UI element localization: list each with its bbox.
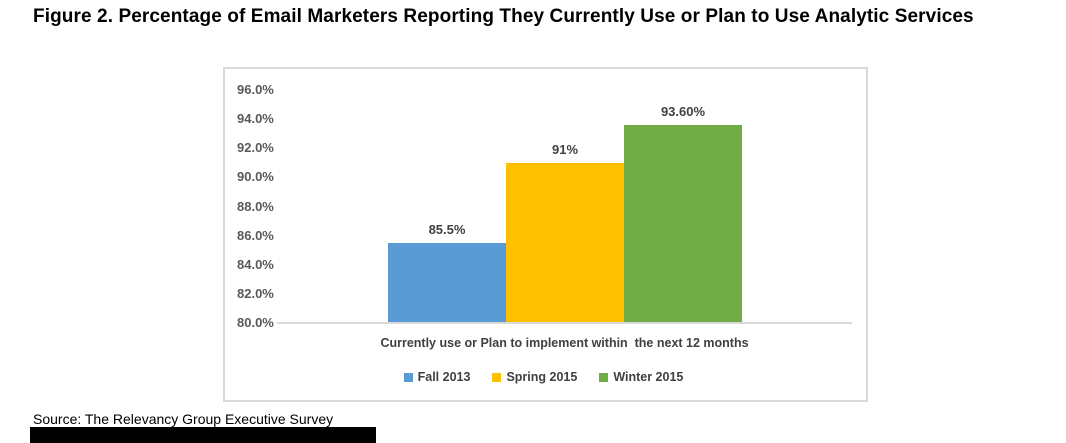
redaction-bar xyxy=(30,427,376,443)
y-tick-label: 86.0% xyxy=(237,227,274,243)
y-tick-label: 84.0% xyxy=(237,256,274,272)
y-tick-label: 88.0% xyxy=(237,198,274,214)
y-tick-label: 90.0% xyxy=(237,169,274,185)
legend-item-spring-2015: Spring 2015 xyxy=(492,370,577,384)
figure-title: Figure 2. Percentage of Email Marketers … xyxy=(33,6,974,27)
y-tick-label: 82.0% xyxy=(237,285,274,301)
data-label: 85.5% xyxy=(428,221,466,237)
y-tick-label: 92.0% xyxy=(237,140,274,156)
source-text: Source: The Relevancy Group Executive Su… xyxy=(33,411,334,427)
legend: Fall 2013 Spring 2015 Winter 2015 xyxy=(225,370,862,384)
legend-label: Fall 2013 xyxy=(417,370,471,384)
legend-swatch-icon xyxy=(599,372,609,382)
plot-area: 96.0% 94.0% 92.0% 90.0% 88.0% 86.0% 84.0% 82.0%… xyxy=(225,69,866,400)
x-axis-label: Currently use or Plan to implement withi… xyxy=(380,336,749,350)
legend-item-winter-2015: Winter 2015 xyxy=(599,370,683,384)
data-label: 91% xyxy=(551,141,579,157)
bar-fall-2013 xyxy=(388,242,506,323)
legend-label: Winter 2015 xyxy=(613,370,684,384)
legend-swatch-icon xyxy=(492,372,502,382)
chart-container: 96.0% 94.0% 92.0% 90.0% 88.0% 86.0% 84.0% 82.0%… xyxy=(223,67,868,402)
y-tick-label: 94.0% xyxy=(237,111,274,127)
legend-label: Spring 2015 xyxy=(506,370,578,384)
bar-spring-2015 xyxy=(506,162,624,323)
legend-swatch-icon xyxy=(403,372,413,382)
legend-item-fall-2013: Fall 2013 xyxy=(403,370,471,384)
data-label: 93.60% xyxy=(660,103,706,119)
y-tick-label: 96.0% xyxy=(237,82,274,97)
bar-winter-2015 xyxy=(624,124,742,323)
y-tick-label: 80.0% xyxy=(237,315,274,330)
x-axis-line xyxy=(277,322,852,324)
